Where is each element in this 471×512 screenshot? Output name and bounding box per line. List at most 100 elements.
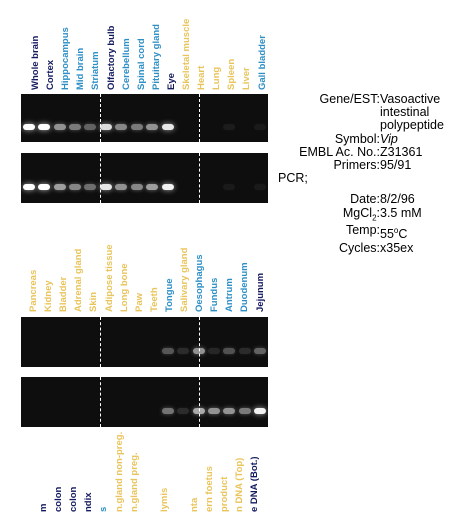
mgcl-label: MgCl2: bbox=[342, 205, 380, 223]
gel-band bbox=[130, 184, 143, 190]
lane-divider bbox=[99, 94, 101, 142]
gel-band bbox=[22, 184, 35, 190]
middle-lane-label: Teeth bbox=[148, 287, 160, 312]
top-lane-label: Lung bbox=[211, 66, 223, 90]
gel-band bbox=[53, 184, 66, 190]
middle-lane-label: Oesophagus bbox=[194, 254, 206, 312]
top-lane-label: Liver bbox=[241, 67, 253, 90]
primers-value: 95/91 bbox=[380, 158, 412, 173]
middle-lane-label: Salivary gland bbox=[179, 247, 190, 312]
date-row: Date: 8/2/96 bbox=[282, 193, 471, 206]
bottom-lane-label: lymis bbox=[158, 487, 170, 512]
gel-panel-top-1 bbox=[21, 94, 268, 142]
middle-lane-label: Bladder bbox=[58, 276, 70, 312]
gel-band bbox=[254, 348, 267, 354]
lane-divider bbox=[99, 377, 101, 427]
gel-band bbox=[146, 123, 159, 130]
lane-divider bbox=[99, 317, 101, 367]
bottom-lane-label: colon bbox=[53, 486, 65, 512]
top-lane-label: Cerebellum bbox=[120, 38, 132, 90]
gene-label: Gene/EST: bbox=[319, 92, 380, 106]
top-lane-label: Eye bbox=[165, 73, 177, 90]
gel-band bbox=[84, 123, 97, 130]
temp-row: Temp: 55oC bbox=[282, 224, 471, 241]
gel-band bbox=[223, 348, 236, 354]
mgcl-row: MgCl2: 3.5 mM bbox=[282, 205, 471, 225]
gel-band bbox=[84, 184, 97, 190]
lane-divider bbox=[198, 153, 200, 203]
top-lane-label: Spleen bbox=[226, 58, 238, 90]
gel-band bbox=[192, 408, 205, 414]
bottom-lane-label: product bbox=[219, 476, 231, 512]
cycles-label: Cycles: bbox=[339, 240, 380, 255]
gel-band bbox=[99, 184, 112, 190]
gel-panel-middle-2 bbox=[21, 377, 268, 427]
gel-band bbox=[254, 123, 267, 130]
gene-value-1: Vasoactive bbox=[380, 92, 441, 106]
middle-lane-label: Jejunum bbox=[254, 272, 266, 312]
gel-panel-middle-1 bbox=[21, 317, 268, 367]
middle-lane-label: Pancreas bbox=[28, 269, 39, 312]
gel-band bbox=[69, 184, 82, 190]
top-lane-label: Spinal cord bbox=[135, 38, 147, 90]
gel-panel-top-2 bbox=[21, 153, 268, 203]
gel-band bbox=[254, 184, 267, 190]
gel-band bbox=[38, 184, 51, 190]
top-lane-label: Cortex bbox=[45, 59, 57, 90]
gel-band bbox=[223, 408, 236, 414]
bottom-lane-label: ndix bbox=[83, 492, 95, 512]
mgcl-value: 3.5 mM bbox=[380, 205, 422, 220]
pcr-label: PCR; bbox=[278, 171, 308, 186]
middle-lane-label: Skin bbox=[88, 291, 100, 312]
gel-band bbox=[38, 123, 51, 130]
bottom-lane-label: n.gland preg. bbox=[128, 452, 140, 512]
primers-row: Primers: 95/91 bbox=[282, 158, 471, 173]
middle-lane-label: Duodenum bbox=[239, 262, 251, 312]
lane-divider bbox=[99, 153, 101, 203]
top-lane-label: Hippocampus bbox=[60, 27, 72, 90]
bottom-lane-label: n.gland non-preg. bbox=[113, 431, 125, 512]
embl-row: EMBL Ac. No.: Z31361 bbox=[282, 144, 471, 159]
gel-band bbox=[223, 123, 236, 130]
bottom-lane-label: ern foetus bbox=[204, 466, 216, 512]
middle-lane-label: Kidney bbox=[43, 280, 55, 312]
gel-band bbox=[115, 184, 128, 190]
symbol-label: Symbol: bbox=[334, 131, 380, 146]
middle-lane-label: Long bone bbox=[118, 263, 130, 312]
gel-band bbox=[238, 408, 251, 414]
middle-lane-label: Tongue bbox=[163, 278, 175, 312]
gel-band bbox=[177, 408, 190, 414]
info-panel: Gene/EST: Vasoactive intestinal polypept… bbox=[278, 92, 471, 255]
lane-divider bbox=[198, 377, 200, 427]
symbol-row: Symbol: Vip bbox=[282, 131, 471, 146]
top-lane-label: Pituitary gland bbox=[150, 24, 162, 90]
bottom-lane-label: m bbox=[38, 503, 49, 512]
gel-band bbox=[207, 348, 220, 354]
date-label: Date: bbox=[350, 192, 380, 207]
gel-band bbox=[99, 123, 112, 130]
bottom-lane-label: e DNA (Bot.) bbox=[249, 456, 261, 512]
lane-divider bbox=[198, 94, 200, 142]
top-lane-label: Striatum bbox=[90, 51, 102, 90]
gel-band bbox=[53, 123, 66, 130]
top-lane-label: Olfactory bulb bbox=[105, 25, 117, 90]
primers-label: Primers: bbox=[333, 158, 380, 173]
gel-band bbox=[207, 408, 220, 414]
top-lane-label: Gall bladder bbox=[256, 35, 268, 90]
bottom-lane-label: colon bbox=[68, 486, 80, 512]
top-lane-label: Mid brain bbox=[75, 47, 87, 90]
bottom-lane-label: nta bbox=[189, 497, 200, 512]
temp-value: 55oC bbox=[380, 226, 408, 242]
gel-band bbox=[192, 348, 205, 354]
gel-band bbox=[161, 348, 174, 354]
middle-lane-label: Adipose tissue bbox=[103, 244, 115, 312]
embl-label: EMBL Ac. No.: bbox=[299, 144, 380, 159]
gene-row: Gene/EST: Vasoactive bbox=[282, 92, 471, 106]
top-lane-label: Heart bbox=[196, 65, 208, 90]
gel-band bbox=[161, 408, 174, 414]
lane-divider bbox=[198, 317, 200, 367]
gene-value-2: intestinal bbox=[380, 105, 430, 120]
bottom-lane-label: n DNA (Top) bbox=[234, 457, 246, 512]
embl-value: Z31361 bbox=[380, 144, 423, 159]
gel-band bbox=[22, 123, 35, 130]
